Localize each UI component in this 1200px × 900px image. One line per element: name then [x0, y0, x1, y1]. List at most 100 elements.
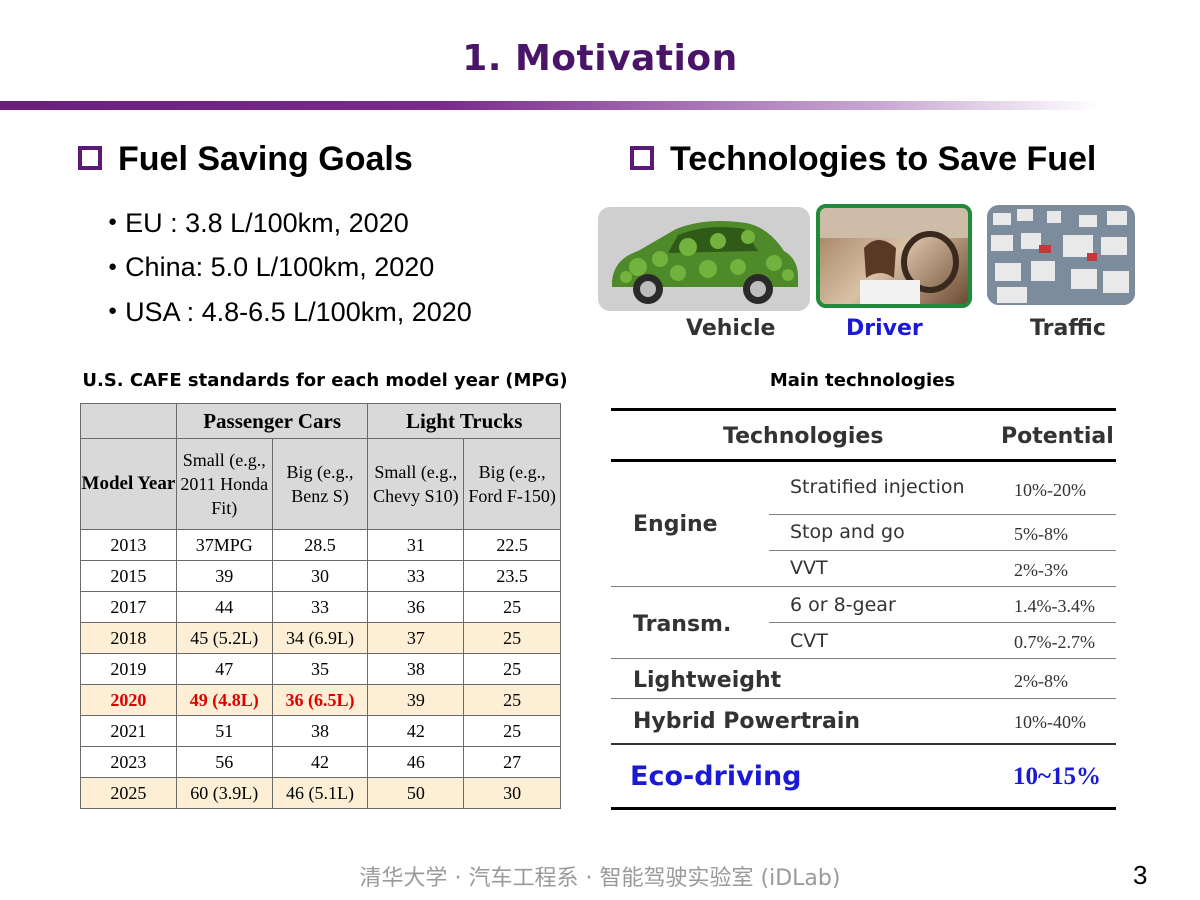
model-year-header: Model Year — [80, 438, 177, 530]
engine-group-label: Engine — [633, 512, 718, 537]
mpg-cell: 51 — [175, 715, 273, 747]
mpg-cell: 28.5 — [271, 529, 369, 561]
tech-item-name: 6 or 8-gear — [790, 594, 896, 616]
table-row: 2018 45 (5.2L) 34 (6.9L) 37 25 — [80, 622, 561, 654]
hybrid-powertrain-label: Hybrid Powertrain — [633, 709, 861, 734]
model-year-cell: 2019 — [80, 653, 177, 685]
mpg-cell: 35 — [271, 653, 369, 685]
table-row: 2021 51 38 42 25 — [80, 715, 561, 747]
table-row: 2015 39 30 33 23.5 — [80, 560, 561, 592]
mpg-cell: 36 — [367, 591, 465, 623]
model-year-cell: 2023 — [80, 746, 177, 778]
mpg-cell: 38 — [271, 715, 369, 747]
square-bullet-icon — [78, 146, 102, 171]
mpg-cell: 37 — [367, 622, 465, 654]
eco-driving-potential: 10~15% — [1013, 763, 1102, 790]
model-year-cell: 2021 — [80, 715, 177, 747]
tech-item-potential: 2%-3% — [1014, 560, 1068, 580]
mpg-cell: 25 — [463, 653, 561, 685]
model-year-cell: 2017 — [80, 591, 177, 623]
mpg-cell: 60 (3.9L) — [175, 777, 273, 809]
fuel-goals-list: EU : 3.8 L/100km, 2020 China: 5.0 L/100k… — [108, 202, 472, 335]
lightweight-label: Lightweight — [633, 668, 782, 693]
table-row: 2025 60 (3.9L) 46 (5.1L) 50 30 — [80, 777, 561, 809]
tech-item-name: VVT — [790, 557, 828, 579]
transmission-group-label: Transm. — [633, 612, 732, 637]
mpg-cell: 46 — [367, 746, 465, 778]
column-header: Big (e.g., Benz S) — [271, 438, 369, 530]
fuel-goals-heading-text: Fuel Saving Goals — [118, 140, 413, 178]
mpg-cell: 22.5 — [463, 529, 561, 561]
tech-item-name: Stop and go — [790, 521, 905, 543]
mpg-cell: 33 — [367, 560, 465, 592]
title-underline — [0, 101, 1100, 110]
table-row: 2019 47 35 38 25 — [80, 653, 561, 685]
driver-caption: Driver — [846, 316, 923, 341]
vehicle-image — [598, 207, 810, 311]
mpg-cell: 47 — [175, 653, 273, 685]
traffic-image — [987, 205, 1135, 305]
row-divider — [611, 698, 1116, 699]
footer-lab-name: 清华大学 · 汽车工程系 · 智能驾驶实验室 (iDLab) — [359, 866, 841, 891]
cafe-standards-table: Passenger Cars Light Trucks Model Year S… — [80, 403, 561, 809]
cafe-table-body: 2013 37MPG 28.5 31 22.5 2015 39 30 33 23.5 2017 44 3… — [80, 529, 561, 809]
mpg-cell: 38 — [367, 653, 465, 685]
main-technologies-caption: Main technologies — [769, 370, 956, 391]
tech-item-potential: 10%-20% — [1014, 480, 1086, 500]
mpg-cell: 25 — [463, 715, 561, 747]
light-trucks-header: Light Trucks — [367, 403, 561, 439]
header-rule — [611, 459, 1116, 462]
mpg-cell: 34 (6.9L) — [271, 622, 369, 654]
table-top-rule — [611, 408, 1116, 411]
table-corner-cell — [80, 403, 177, 439]
technologies-heading: Technologies to Save Fuel — [630, 140, 1096, 179]
column-header: Big (e.g., Ford F-150) — [463, 438, 561, 530]
table-row: 2020 49 (4.8L) 36 (6.5L) 39 25 — [80, 684, 561, 716]
row-divider — [611, 743, 1116, 745]
mpg-cell: 23.5 — [463, 560, 561, 592]
model-year-cell: 2013 — [80, 529, 177, 561]
vehicle-caption: Vehicle — [686, 316, 776, 341]
row-divider — [611, 658, 1116, 659]
row-divider — [769, 622, 1116, 623]
table-row: 2017 44 33 36 25 — [80, 591, 561, 623]
technologies-heading-text: Technologies to Save Fuel — [670, 140, 1097, 178]
tech-item-potential: 0.7%-2.7% — [1014, 632, 1095, 652]
potential-header: Potential — [1001, 424, 1114, 449]
model-year-cell: 2020 — [80, 684, 177, 716]
square-bullet-icon — [630, 146, 654, 171]
tech-item-potential: 1.4%-3.4% — [1014, 596, 1095, 616]
mpg-cell: 27 — [463, 746, 561, 778]
goal-item: China: 5.0 L/100km, 2020 — [108, 246, 472, 290]
row-divider — [611, 586, 1116, 587]
mpg-cell: 31 — [367, 529, 465, 561]
model-year-cell: 2018 — [80, 622, 177, 654]
goal-item: EU : 3.8 L/100km, 2020 — [108, 202, 472, 246]
cafe-table-caption: U.S. CAFE standards for each model year … — [82, 370, 568, 391]
mpg-cell: 36 (6.5L) — [271, 684, 369, 716]
mpg-cell: 25 — [463, 622, 561, 654]
column-header: Small (e.g., 2011 Honda Fit) — [175, 438, 273, 530]
mpg-cell: 33 — [271, 591, 369, 623]
tech-item-name: Stratified injection — [790, 476, 965, 498]
mpg-cell: 30 — [271, 560, 369, 592]
mpg-cell: 30 — [463, 777, 561, 809]
technologies-header: Technologies — [723, 424, 884, 449]
mpg-cell: 39 — [175, 560, 273, 592]
main-technologies-table: Technologies Potential Engine Stratified… — [611, 408, 1116, 810]
table-row: 2023 56 42 46 27 — [80, 746, 561, 778]
mpg-cell: 39 — [367, 684, 465, 716]
mpg-cell: 25 — [463, 684, 561, 716]
mpg-cell: 25 — [463, 591, 561, 623]
page-number: 3 — [1133, 860, 1148, 890]
model-year-cell: 2025 — [80, 777, 177, 809]
hybrid-powertrain-potential: 10%-40% — [1014, 712, 1086, 732]
tech-item-potential: 5%-8% — [1014, 524, 1068, 544]
table-row: 2013 37MPG 28.5 31 22.5 — [80, 529, 561, 561]
mpg-cell: 44 — [175, 591, 273, 623]
mpg-cell: 56 — [175, 746, 273, 778]
tech-item-name: CVT — [790, 630, 828, 652]
slide-title: 1. Motivation — [462, 38, 738, 79]
goal-item: USA : 4.8-6.5 L/100km, 2020 — [108, 291, 472, 335]
passenger-cars-header: Passenger Cars — [175, 403, 369, 439]
